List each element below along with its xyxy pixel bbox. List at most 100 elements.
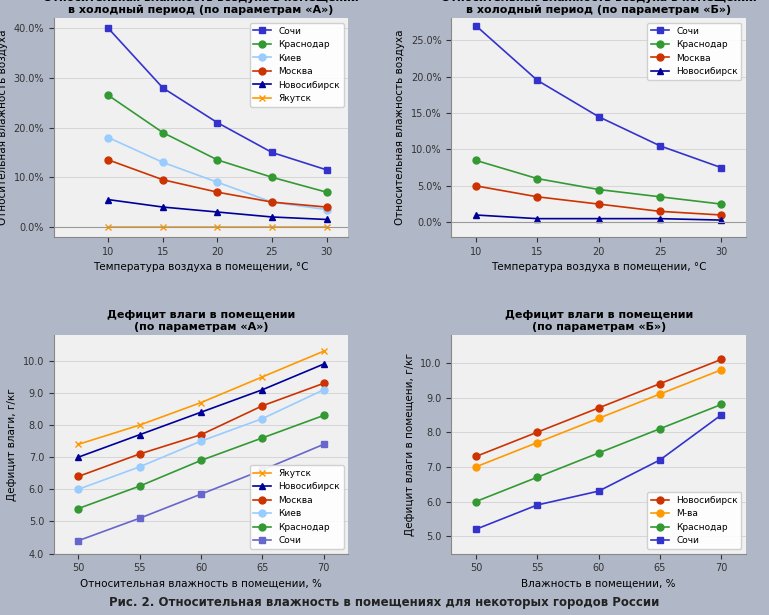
Line: М-ва: М-ва bbox=[472, 367, 725, 470]
Краснодар bbox=[135, 482, 145, 490]
Киев bbox=[258, 415, 267, 423]
Новосибирск bbox=[655, 380, 664, 387]
Сочи bbox=[158, 84, 168, 92]
X-axis label: Влажность в помещении, %: Влажность в помещении, % bbox=[521, 579, 676, 589]
Сочи bbox=[213, 119, 222, 126]
Москва bbox=[655, 208, 664, 215]
Киев bbox=[268, 199, 277, 206]
Москва bbox=[319, 379, 328, 387]
Line: Якутск: Якутск bbox=[105, 223, 330, 231]
Line: Новосибирск: Новосибирск bbox=[105, 196, 330, 223]
Y-axis label: Дефицит влаги, г/кг: Дефицит влаги, г/кг bbox=[7, 388, 17, 501]
Краснодар bbox=[717, 200, 726, 208]
Новосибирск bbox=[471, 453, 481, 460]
Москва bbox=[594, 200, 604, 208]
Краснодар bbox=[158, 129, 168, 137]
Киев bbox=[213, 178, 222, 186]
Краснодар bbox=[319, 411, 328, 419]
Сочи bbox=[655, 142, 664, 149]
Legend: Сочи, Краснодар, Киев, Москва, Новосибирск, Якутск: Сочи, Краснодар, Киев, Москва, Новосибир… bbox=[250, 23, 344, 107]
Новосибирск bbox=[322, 216, 331, 223]
Новосибирск bbox=[717, 216, 726, 224]
Киев bbox=[158, 159, 168, 166]
Новосибирск bbox=[258, 386, 267, 394]
Title: Дефицит влаги в помещении
(по параметрам «Б»): Дефицит влаги в помещении (по параметрам… bbox=[504, 310, 693, 331]
Москва bbox=[104, 156, 113, 164]
Line: Краснодар: Краснодар bbox=[472, 401, 725, 505]
Якутск bbox=[135, 421, 145, 429]
Киев bbox=[135, 463, 145, 470]
Краснодар bbox=[258, 434, 267, 442]
Краснодар bbox=[594, 450, 604, 457]
Киев bbox=[196, 437, 205, 445]
Сочи bbox=[74, 537, 83, 544]
Сочи bbox=[268, 149, 277, 156]
Сочи bbox=[322, 166, 331, 173]
Title: Дефицит влаги в помещении
(по параметрам «А»): Дефицит влаги в помещении (по параметрам… bbox=[107, 310, 295, 331]
Y-axis label: Дефицит влаги в помещени, г/кг: Дефицит влаги в помещени, г/кг bbox=[404, 353, 414, 536]
Legend: Якутск, Новосибирск, Москва, Киев, Краснодар, Сочи: Якутск, Новосибирск, Москва, Киев, Красн… bbox=[250, 465, 344, 549]
Краснодар bbox=[533, 474, 542, 481]
Краснодар bbox=[322, 188, 331, 196]
Legend: Новосибирск, М-ва, Краснодар, Сочи: Новосибирск, М-ва, Краснодар, Сочи bbox=[647, 492, 741, 549]
Сочи bbox=[594, 488, 604, 495]
X-axis label: Температура воздуха в помещении, °С: Температура воздуха в помещении, °С bbox=[491, 262, 707, 272]
Москва bbox=[717, 212, 726, 219]
Киев bbox=[74, 486, 83, 493]
Line: Сочи: Сочи bbox=[75, 441, 328, 544]
Новосибирск bbox=[533, 215, 542, 223]
Сочи bbox=[533, 501, 542, 509]
Line: Новосибирск: Новосибирск bbox=[472, 356, 725, 460]
Киев bbox=[104, 134, 113, 141]
Якутск bbox=[268, 223, 277, 231]
Сочи bbox=[717, 411, 726, 419]
Line: Новосибирск: Новосибирск bbox=[472, 212, 725, 224]
Новосибирск bbox=[717, 355, 726, 363]
Москва bbox=[258, 402, 267, 410]
Новосибирск bbox=[268, 213, 277, 221]
Y-axis label: Относительная влажность воздуха: Относительная влажность воздуха bbox=[0, 30, 8, 225]
Сочи bbox=[319, 440, 328, 448]
Сочи bbox=[471, 22, 481, 30]
Line: Киев: Киев bbox=[105, 134, 330, 213]
Новосибирск bbox=[594, 215, 604, 223]
Краснодар bbox=[268, 173, 277, 181]
М-ва bbox=[717, 366, 726, 373]
Новосибирск bbox=[135, 431, 145, 438]
Новосибирск bbox=[158, 204, 168, 211]
Москва bbox=[158, 176, 168, 183]
М-ва bbox=[594, 415, 604, 422]
Краснодар bbox=[471, 498, 481, 505]
М-ва bbox=[533, 439, 542, 446]
Москва bbox=[322, 204, 331, 211]
Line: Киев: Киев bbox=[75, 386, 328, 493]
Краснодар bbox=[196, 457, 205, 464]
Новосибирск bbox=[655, 215, 664, 223]
X-axis label: Температура воздуха в помещении, °С: Температура воздуха в помещении, °С bbox=[93, 262, 309, 272]
Сочи bbox=[104, 25, 113, 32]
Title: Относительная влажность воздуха в помещении
в холодный период (по параметрам «Б»: Относительная влажность воздуха в помеще… bbox=[441, 0, 757, 15]
Text: Рис. 2. Относительная влажность в помещениях для некоторых городов России: Рис. 2. Относительная влажность в помеще… bbox=[109, 596, 660, 609]
Сочи bbox=[717, 164, 726, 172]
Новосибирск bbox=[196, 408, 205, 416]
Москва bbox=[533, 193, 542, 200]
Якутск bbox=[322, 223, 331, 231]
Якутск bbox=[158, 223, 168, 231]
М-ва bbox=[655, 391, 664, 398]
Сочи bbox=[135, 515, 145, 522]
Краснодар bbox=[533, 175, 542, 182]
Якутск bbox=[258, 373, 267, 381]
X-axis label: Относительная влажность в помещении, %: Относительная влажность в помещении, % bbox=[80, 579, 322, 589]
Line: Краснодар: Краснодар bbox=[105, 92, 330, 196]
Title: Относительная влажность воздуха в помещении
в холодный период (по параметрам «А»: Относительная влажность воздуха в помеще… bbox=[43, 0, 359, 15]
Line: Сочи: Сочи bbox=[105, 25, 330, 173]
Line: Краснодар: Краснодар bbox=[75, 412, 328, 512]
Сочи bbox=[533, 77, 542, 84]
Сочи bbox=[655, 456, 664, 464]
Line: Москва: Москва bbox=[472, 183, 725, 218]
Новосибирск bbox=[471, 212, 481, 219]
Новосибирск bbox=[533, 429, 542, 436]
Сочи bbox=[258, 466, 267, 474]
Сочи bbox=[196, 490, 205, 498]
Legend: Сочи, Краснодар, Москва, Новосибирск: Сочи, Краснодар, Москва, Новосибирск bbox=[647, 23, 741, 80]
